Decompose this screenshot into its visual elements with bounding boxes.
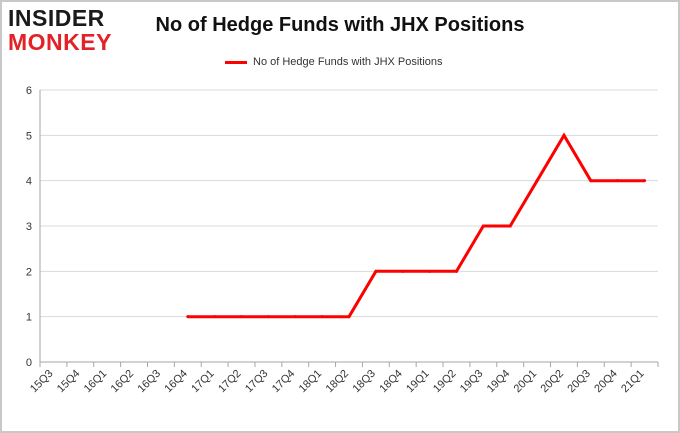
y-tick-label: 6 <box>26 85 32 97</box>
legend-swatch <box>225 60 247 64</box>
data-point <box>213 315 217 319</box>
legend-label: No of Hedge Funds with JHX Positions <box>253 56 443 68</box>
x-tick-label: 18Q4 <box>377 368 405 396</box>
x-tick-label: 19Q1 <box>404 368 432 396</box>
y-tick-label: 3 <box>26 221 32 233</box>
data-point <box>293 315 297 319</box>
data-point <box>508 224 512 228</box>
x-tick-label: 19Q4 <box>485 368 513 396</box>
x-tick-label: 17Q3 <box>243 368 271 396</box>
x-tick-label: 20Q2 <box>539 368 567 396</box>
x-tick-label: 15Q4 <box>55 368 83 396</box>
data-point <box>428 269 432 273</box>
x-tick-label: 20Q4 <box>592 368 620 396</box>
y-tick-label: 2 <box>26 266 32 278</box>
insider-monkey-logo: INSIDER MONKEY <box>8 6 126 58</box>
x-tick-label: 15Q3 <box>28 368 56 396</box>
y-tick-label: 4 <box>26 176 32 188</box>
x-tick-label: 16Q1 <box>82 368 110 396</box>
y-tick-label: 1 <box>26 312 32 324</box>
data-point <box>454 269 458 273</box>
x-tick-label: 16Q4 <box>162 368 190 396</box>
chart-title: No of Hedge Funds with JHX Positions <box>155 14 525 36</box>
x-tick-label: 20Q3 <box>565 368 593 396</box>
x-tick-label: 19Q3 <box>458 368 486 396</box>
data-point <box>589 179 593 183</box>
data-point <box>374 269 378 273</box>
data-point <box>481 224 485 228</box>
data-point <box>266 315 270 319</box>
data-point <box>240 315 244 319</box>
data-point <box>186 315 190 319</box>
x-tick-label: 21Q1 <box>619 368 647 396</box>
x-tick-label: 20Q1 <box>512 368 540 396</box>
data-point <box>347 315 351 319</box>
data-point <box>320 315 324 319</box>
data-point <box>616 179 620 183</box>
x-tick-label: 19Q2 <box>431 368 459 396</box>
y-tick-label: 5 <box>26 130 32 142</box>
x-tick-label: 16Q2 <box>109 368 137 396</box>
x-tick-label: 17Q1 <box>189 368 217 396</box>
x-tick-label: 18Q1 <box>297 368 325 396</box>
logo-line-2: MONKEY <box>8 29 112 55</box>
x-tick-label: 16Q3 <box>136 368 164 396</box>
x-tick-label: 17Q4 <box>270 368 298 396</box>
data-point <box>562 133 566 137</box>
x-tick-label: 18Q2 <box>324 368 352 396</box>
y-tick-label: 0 <box>26 357 32 369</box>
logo-line-1: INSIDER <box>8 5 105 31</box>
legend: No of Hedge Funds with JHX Positions <box>225 54 443 70</box>
data-point <box>643 179 647 183</box>
x-tick-label: 17Q2 <box>216 368 244 396</box>
x-tick-label: 18Q3 <box>350 368 378 396</box>
series-line <box>187 132 645 319</box>
data-point <box>401 269 405 273</box>
data-point <box>535 179 539 183</box>
